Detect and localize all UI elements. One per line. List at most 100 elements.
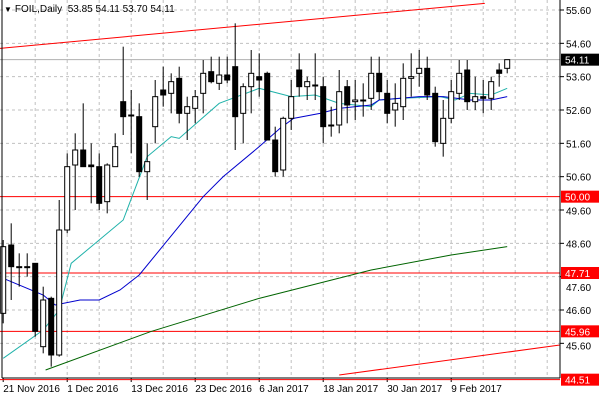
x-tick-label: 23 Dec 2016 xyxy=(195,384,252,395)
candle-bullish xyxy=(440,117,447,144)
y-tick-label: 49.60 xyxy=(566,207,591,218)
y-tick-label: 54.60 xyxy=(566,39,591,50)
candle-bullish xyxy=(56,229,63,356)
candle-bearish xyxy=(88,164,95,168)
candle-bearish xyxy=(272,139,279,173)
candle-bullish xyxy=(416,67,423,74)
candle-bullish xyxy=(456,72,463,94)
symbol-label: FOIL,Daily xyxy=(14,4,63,15)
current-price-label-background xyxy=(561,53,599,66)
candle-bullish xyxy=(200,72,207,94)
candle-bearish xyxy=(176,77,183,114)
candle-bullish xyxy=(104,164,111,203)
candle-bearish xyxy=(208,71,215,83)
candle-bullish xyxy=(312,84,319,87)
candle-bullish xyxy=(192,96,199,109)
candle-bullish xyxy=(184,106,191,114)
y-tick-label: 50.60 xyxy=(566,173,591,184)
moving-average-fast xyxy=(2,87,508,359)
y-tick-label: 48.60 xyxy=(566,239,591,250)
candle-bullish xyxy=(240,86,247,114)
candle-bearish xyxy=(32,262,39,332)
candle-bearish xyxy=(96,166,103,204)
candle-bearish xyxy=(232,66,239,118)
x-tick-label: 21 Nov 2016 xyxy=(3,384,60,395)
y-tick-label: 52.60 xyxy=(566,106,591,117)
y-tick-label: 47.60 xyxy=(566,283,591,294)
candle-bearish xyxy=(8,244,15,268)
candle-bullish xyxy=(328,124,335,127)
candle-bullish xyxy=(392,102,399,111)
moving-average-slow xyxy=(3,96,508,306)
level-label: 47.71 xyxy=(565,269,590,280)
candle-bullish xyxy=(248,72,255,88)
candle-bearish xyxy=(120,101,127,118)
level-label: 44.51 xyxy=(565,376,590,387)
candle-bullish xyxy=(168,81,175,94)
y-tick-label: 46.60 xyxy=(566,306,591,317)
ohlc-readout: 53.85 54.11 53.70 54.11 xyxy=(67,4,175,15)
candle-bullish xyxy=(112,146,119,168)
level-label-background xyxy=(561,190,599,203)
y-tick-label: 55.60 xyxy=(566,6,591,17)
candle-bullish xyxy=(472,96,479,103)
level-label-background xyxy=(561,267,599,279)
level-label-background xyxy=(561,373,599,386)
dropdown-triangle-icon[interactable]: ▼ xyxy=(4,5,12,14)
level-label: 50.00 xyxy=(565,193,590,204)
candle-bullish xyxy=(408,76,415,79)
candle-bullish xyxy=(400,77,407,108)
candle-bullish xyxy=(304,81,311,88)
x-tick-label: 6 Jan 2017 xyxy=(259,384,309,395)
candle-bullish xyxy=(352,99,359,103)
candle-bullish xyxy=(40,299,47,348)
level-label-background xyxy=(561,325,599,338)
candle-bullish xyxy=(488,81,495,99)
candle-bullish xyxy=(336,91,343,126)
chart-title: ▼ FOIL,Daily 53.85 54.11 53.70 54.11 xyxy=(4,4,175,15)
candle-bearish xyxy=(320,86,327,128)
current-price-label: 54.11 xyxy=(565,56,590,67)
y-tick-label: 51.60 xyxy=(566,139,591,150)
candle-bearish xyxy=(464,69,471,103)
candle-bearish xyxy=(224,74,231,81)
candle-bearish xyxy=(384,92,391,114)
candle-bearish xyxy=(160,89,167,96)
candle-bearish xyxy=(432,92,439,143)
candle-bearish xyxy=(376,72,383,93)
candle-bullish xyxy=(128,114,135,117)
candle-bullish xyxy=(0,246,7,314)
candle-bearish xyxy=(424,67,431,96)
candle-bearish xyxy=(136,116,143,173)
candle-bullish xyxy=(504,59,511,69)
x-tick-label: 13 Dec 2016 xyxy=(131,384,188,395)
trendline xyxy=(339,344,560,376)
candle-bearish xyxy=(48,297,55,356)
candle-bullish xyxy=(24,266,31,269)
candle-bearish xyxy=(264,72,271,141)
candle-bullish xyxy=(144,161,151,173)
candle-bullish xyxy=(152,96,159,128)
candle-bullish xyxy=(16,266,23,269)
moving-average-long xyxy=(45,246,508,371)
candle-bearish xyxy=(256,76,263,81)
candle-bullish xyxy=(368,72,375,99)
candle-bullish xyxy=(288,96,295,119)
candle-bullish xyxy=(64,166,71,231)
candle-bullish xyxy=(216,74,223,84)
x-tick-label: 18 Jan 2017 xyxy=(323,384,378,395)
x-tick-label: 30 Jan 2017 xyxy=(387,384,442,395)
level-label: 45.96 xyxy=(565,327,590,338)
candle-bullish xyxy=(360,99,367,102)
x-tick-label: 1 Dec 2016 xyxy=(67,384,119,395)
candle-bullish xyxy=(448,91,455,119)
x-tick-label: 9 Feb 2017 xyxy=(451,384,502,395)
candle-bearish xyxy=(296,69,303,88)
y-tick-label: 45.60 xyxy=(566,341,591,352)
candle-bearish xyxy=(480,96,487,99)
candle-bullish xyxy=(72,149,79,166)
candle-bullish xyxy=(280,117,287,171)
candle-bearish xyxy=(344,86,351,106)
